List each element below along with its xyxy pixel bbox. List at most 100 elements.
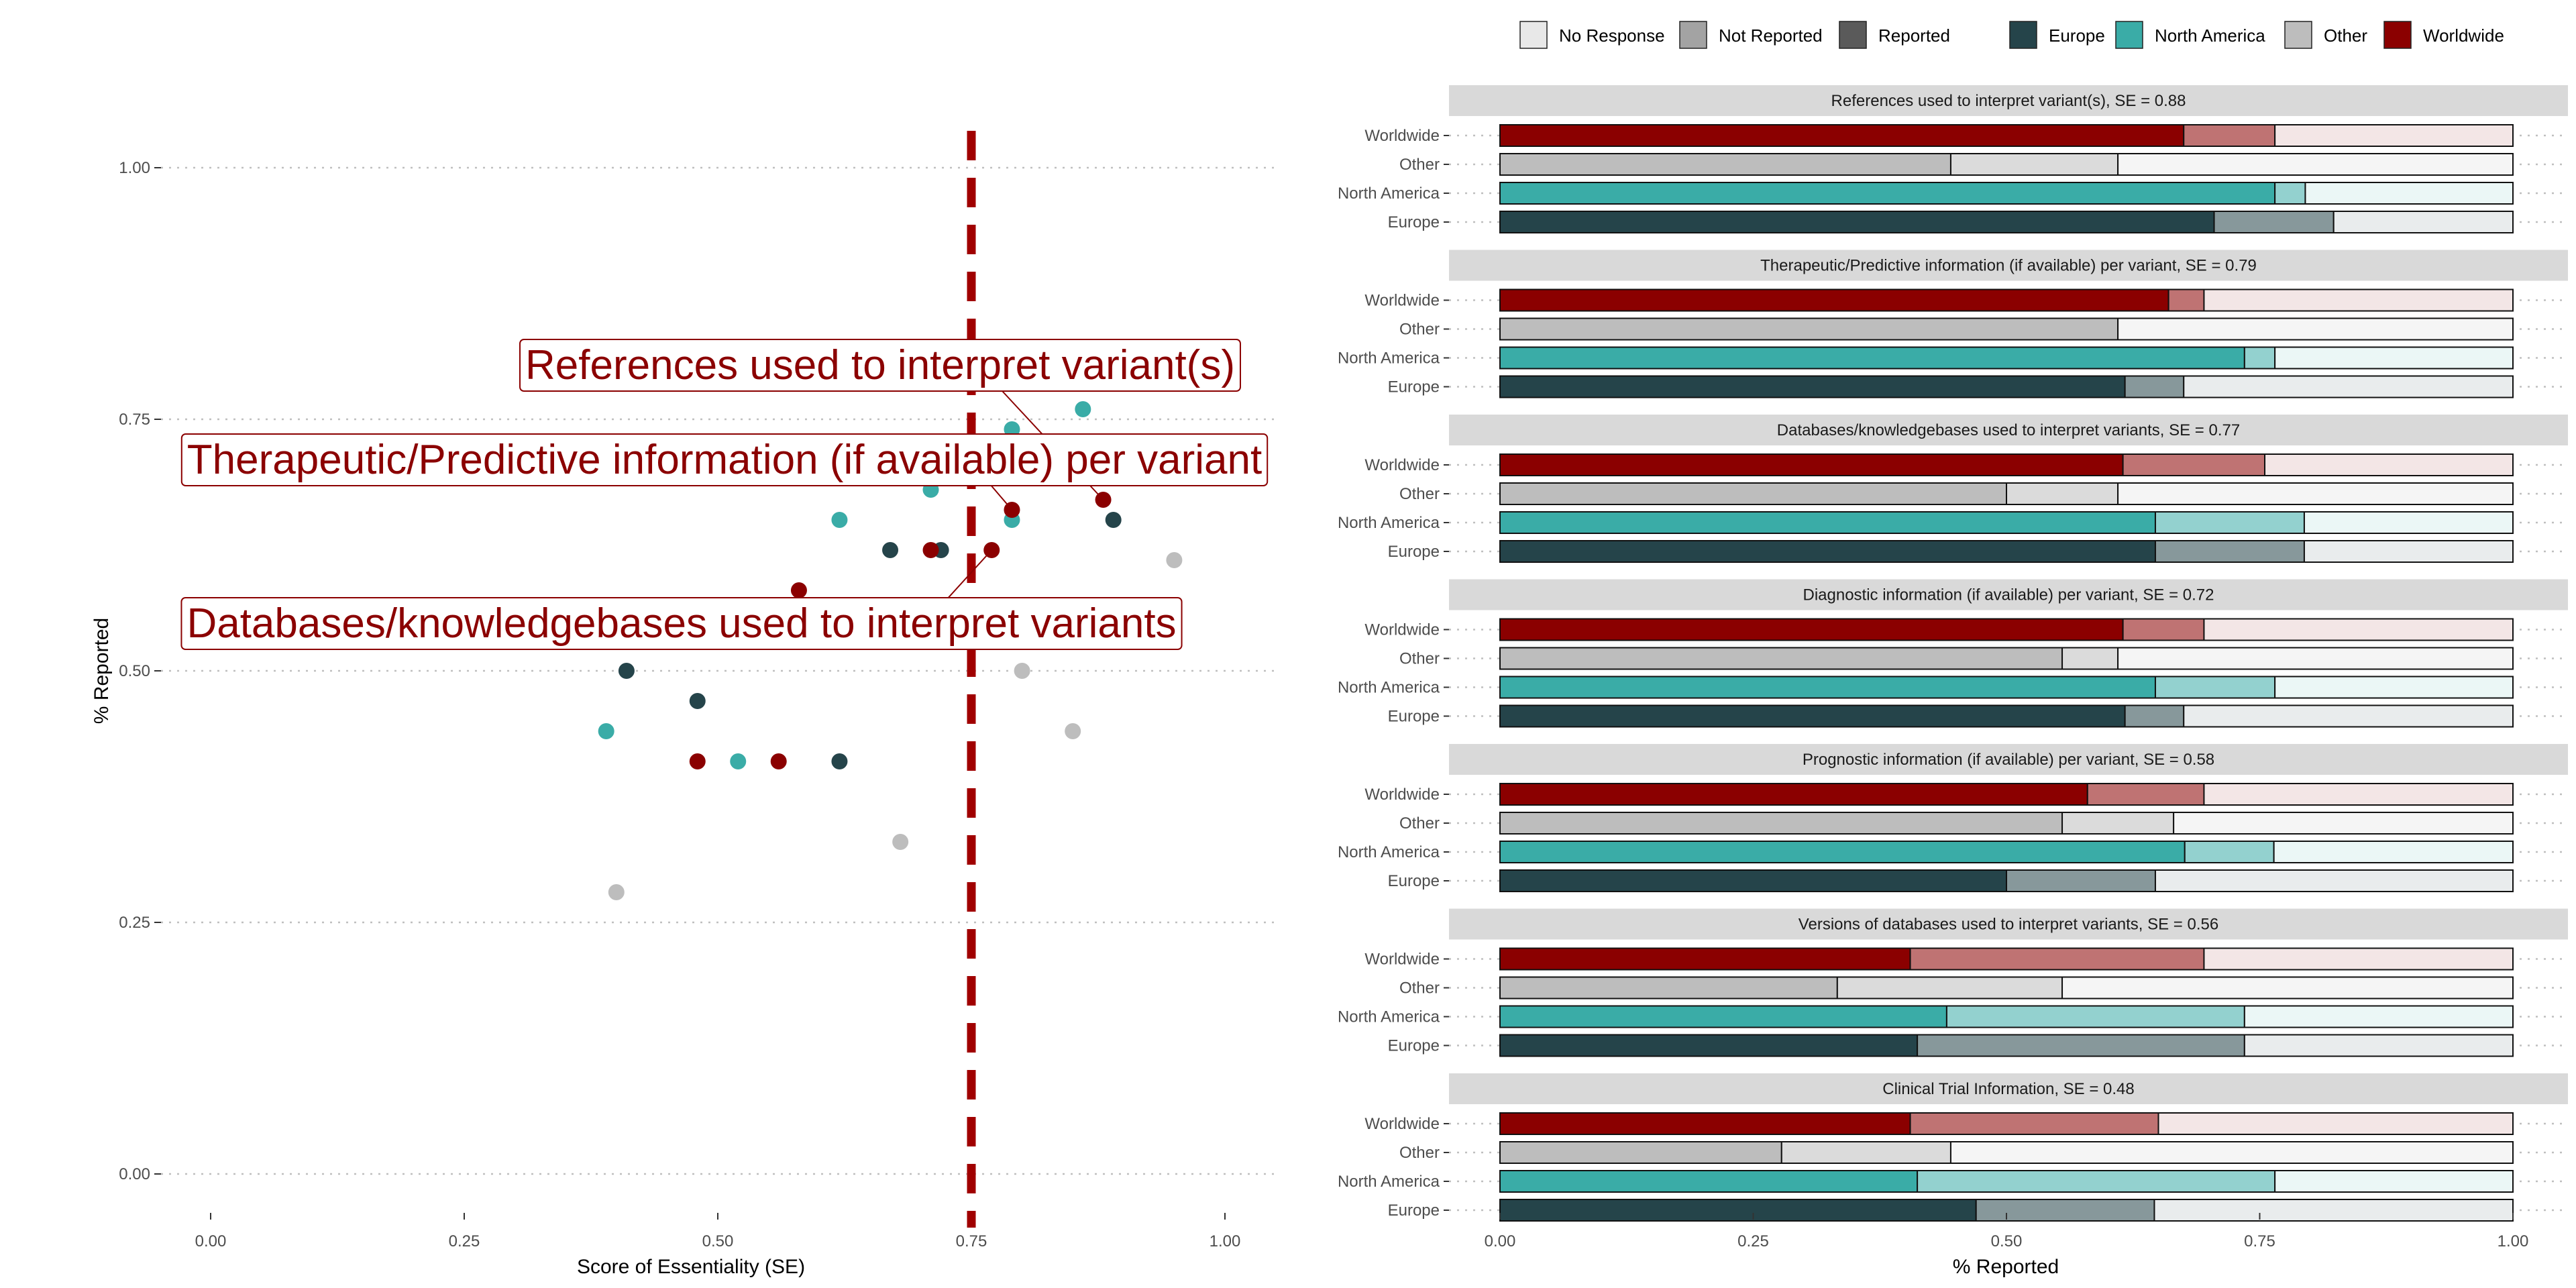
scatter-point-other xyxy=(1166,552,1183,568)
legend-label: North America xyxy=(2155,25,2265,46)
legend-label: Not Reported xyxy=(1719,25,1823,46)
bar-segment-not-reported xyxy=(2006,869,2156,892)
bar-segment-reported xyxy=(1499,153,1951,176)
scatter-point-north-america xyxy=(1075,401,1091,417)
bar-segment-not-reported xyxy=(1917,1170,2276,1193)
bar-segment-not-reported xyxy=(1909,1112,2159,1135)
bar-segment-no-response xyxy=(2203,288,2514,312)
facet-row-label: Europe xyxy=(1388,1201,1440,1220)
facet-strip xyxy=(1449,250,2568,281)
bar-segment-no-response xyxy=(2243,1005,2514,1028)
bar-segment-no-response xyxy=(2117,482,2514,505)
legend-label: Europe xyxy=(2049,25,2105,46)
legend-swatch-not-reported xyxy=(1679,21,1707,49)
callout-leader-line xyxy=(945,549,992,601)
facet-row-label: Europe xyxy=(1388,543,1440,561)
scatter-point-europe xyxy=(618,663,635,679)
facet-row-label: Europe xyxy=(1388,708,1440,726)
facet-row-label: Worldwide xyxy=(1364,951,1440,969)
facet-title: Clinical Trial Information, SE = 0.48 xyxy=(1882,1080,2135,1098)
scatter-point-europe xyxy=(1105,512,1122,528)
facet-row-label: Worldwide xyxy=(1364,292,1440,310)
bar-segment-no-response xyxy=(2274,676,2514,699)
scatter-point-europe xyxy=(689,693,706,709)
bar-segment-reported xyxy=(1499,482,2007,505)
facet-title: References used to interpret variant(s),… xyxy=(1831,92,2186,110)
bar-segment-not-reported xyxy=(1945,1005,2245,1028)
facet-row-label: Worldwide xyxy=(1364,127,1440,145)
scatter-plot: 0.00 0.25 0.50 0.75 1.00 0.00 0.25 0.50 0.75 1.0… xyxy=(91,131,1275,1278)
facet-row-label: Europe xyxy=(1388,1037,1440,1055)
scatter-y-tick-label: 1.00 xyxy=(119,159,150,177)
facet-row-label: Worldwide xyxy=(1364,621,1440,639)
bar-x-tick-label: 0.00 xyxy=(1485,1232,1516,1250)
bar-segment-reported xyxy=(1499,1112,1911,1135)
facet-row-label: Other xyxy=(1399,814,1440,833)
bar-segment-no-response xyxy=(2117,153,2514,176)
facet-row-label: Other xyxy=(1399,979,1440,998)
facet-row-label: Worldwide xyxy=(1364,1115,1440,1133)
facet-row-label: Other xyxy=(1399,485,1440,503)
bar-segment-reported xyxy=(1499,211,2215,233)
bar-segment-not-reported xyxy=(1975,1199,2155,1222)
bar-x-tick-label: 0.50 xyxy=(1991,1232,2023,1250)
bar-segment-reported xyxy=(1499,288,2169,312)
legend-swatch-other xyxy=(2284,21,2312,49)
facet-row-label: North America xyxy=(1338,843,1440,861)
callout-label: References used to interpret variant(s) xyxy=(525,342,1235,388)
facet-panel: References used to interpret variant(s),… xyxy=(1338,85,2568,233)
bar-segment-no-response xyxy=(2117,317,2514,341)
bar-segment-reported xyxy=(1499,947,1911,971)
bar-segment-not-reported xyxy=(1909,947,2205,971)
bar-segment-no-response xyxy=(2153,1199,2514,1222)
bar-segment-no-response xyxy=(2273,841,2514,863)
scatter-x-tick-label: 0.25 xyxy=(449,1232,480,1250)
bar-segment-not-reported xyxy=(2154,511,2305,534)
bar-x-tick-label: 0.25 xyxy=(1737,1232,1769,1250)
callout-box xyxy=(180,433,1269,486)
bar-segment-no-response xyxy=(2173,812,2514,835)
facet-panel: Clinical Trial Information, SE = 0.48 Wor… xyxy=(1338,1073,2568,1222)
facet-row-label: North America xyxy=(1338,1008,1440,1026)
facet-row-label: Worldwide xyxy=(1364,456,1440,474)
bar-x-tick-label: 0.75 xyxy=(2244,1232,2275,1250)
bar-segment-reported xyxy=(1499,511,2156,534)
legend-label: No Response xyxy=(1559,25,1665,46)
scatter-point-other xyxy=(608,884,625,900)
bar-segment-no-response xyxy=(2303,511,2514,534)
facet-panels: References used to interpret variant(s),… xyxy=(1338,85,2568,1222)
bar-segment-not-reported xyxy=(1780,1141,1951,1164)
facet-row-label: Other xyxy=(1399,1144,1440,1162)
scatter-x-tick-label: 0.00 xyxy=(195,1232,227,1250)
facet-row-label: Europe xyxy=(1388,213,1440,231)
bar-segment-not-reported xyxy=(2184,841,2275,863)
bar-segment-reported xyxy=(1499,540,2156,563)
legend-swatch-north-america xyxy=(2115,21,2143,49)
bar-segment-no-response xyxy=(2117,647,2514,670)
bar-segment-reported xyxy=(1499,704,2126,728)
legend-swatch-no-response xyxy=(1519,21,1548,49)
facet-strip xyxy=(1449,85,2568,116)
bar-segment-reported xyxy=(1499,1005,1947,1028)
bar-segment-not-reported xyxy=(2183,124,2276,147)
bar-segment-no-response xyxy=(2304,182,2514,205)
scatter-point-north-america xyxy=(831,512,848,528)
scatter-point-worldwide xyxy=(770,753,787,769)
bar-segment-no-response xyxy=(2303,540,2514,563)
scatter-x-ticks: 0.00 0.25 0.50 0.75 1.00 xyxy=(195,1213,1241,1250)
facet-row-label: North America xyxy=(1338,184,1440,203)
facet-panel: Therapeutic/Predictive information (if a… xyxy=(1338,250,2568,398)
scatter-grid xyxy=(161,166,1275,1175)
scatter-x-tick-label: 0.75 xyxy=(956,1232,987,1250)
facet-row-label: Europe xyxy=(1388,378,1440,396)
scatter-y-ticks: 0.00 0.25 0.50 0.75 1.00 xyxy=(119,159,161,1183)
scatter-x-tick-label: 0.50 xyxy=(702,1232,734,1250)
facet-row-label: Worldwide xyxy=(1364,786,1440,804)
bar-segment-no-response xyxy=(1949,1141,2514,1164)
scatter-x-tick-label: 1.00 xyxy=(1210,1232,1241,1250)
bar-segment-reported xyxy=(1499,453,2124,476)
facet-strip xyxy=(1449,415,2568,445)
bar-segment-reported xyxy=(1499,124,2185,147)
scatter-y-tick-label: 0.00 xyxy=(119,1165,150,1183)
bar-segment-not-reported xyxy=(2122,453,2266,476)
